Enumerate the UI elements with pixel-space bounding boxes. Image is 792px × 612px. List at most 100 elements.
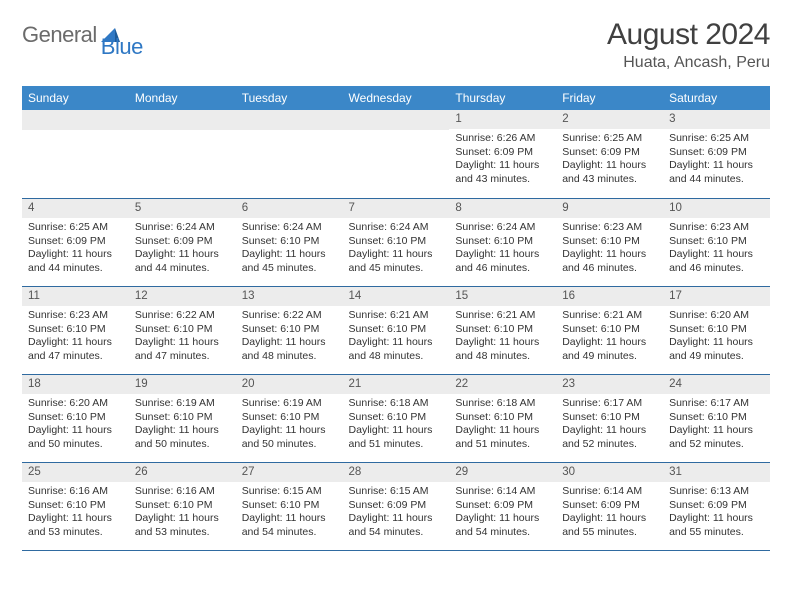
sunset-line: Sunset: 6:10 PM: [669, 411, 764, 425]
sunrise-line: Sunrise: 6:24 AM: [349, 221, 444, 235]
calendar-day-cell: 23Sunrise: 6:17 AMSunset: 6:10 PMDayligh…: [556, 375, 663, 463]
calendar-day-cell: 11Sunrise: 6:23 AMSunset: 6:10 PMDayligh…: [22, 287, 129, 375]
daylight-line: Daylight: 11 hours and 52 minutes.: [562, 424, 657, 451]
sunrise-line: Sunrise: 6:16 AM: [28, 485, 123, 499]
day-number: 14: [343, 287, 450, 306]
daylight-line: Daylight: 11 hours and 45 minutes.: [242, 248, 337, 275]
day-details: Sunrise: 6:17 AMSunset: 6:10 PMDaylight:…: [663, 394, 770, 458]
calendar-day-cell: 20Sunrise: 6:19 AMSunset: 6:10 PMDayligh…: [236, 375, 343, 463]
day-details: Sunrise: 6:16 AMSunset: 6:10 PMDaylight:…: [129, 482, 236, 546]
calendar-day-cell: 16Sunrise: 6:21 AMSunset: 6:10 PMDayligh…: [556, 287, 663, 375]
day-number: 17: [663, 287, 770, 306]
day-number: 27: [236, 463, 343, 482]
calendar-day-cell: 29Sunrise: 6:14 AMSunset: 6:09 PMDayligh…: [449, 463, 556, 551]
sunset-line: Sunset: 6:10 PM: [349, 411, 444, 425]
sunrise-line: Sunrise: 6:26 AM: [455, 132, 550, 146]
day-number: 28: [343, 463, 450, 482]
day-number: 24: [663, 375, 770, 394]
day-details: Sunrise: 6:21 AMSunset: 6:10 PMDaylight:…: [556, 306, 663, 370]
sunset-line: Sunset: 6:09 PM: [562, 146, 657, 160]
daylight-line: Daylight: 11 hours and 49 minutes.: [562, 336, 657, 363]
day-details: Sunrise: 6:24 AMSunset: 6:09 PMDaylight:…: [129, 218, 236, 282]
sunset-line: Sunset: 6:09 PM: [455, 499, 550, 513]
daylight-line: Daylight: 11 hours and 46 minutes.: [562, 248, 657, 275]
day-details: Sunrise: 6:21 AMSunset: 6:10 PMDaylight:…: [449, 306, 556, 370]
sunrise-line: Sunrise: 6:19 AM: [242, 397, 337, 411]
day-number: 21: [343, 375, 450, 394]
daylight-line: Daylight: 11 hours and 51 minutes.: [455, 424, 550, 451]
weekday-tuesday: Tuesday: [236, 86, 343, 110]
daylight-line: Daylight: 11 hours and 51 minutes.: [349, 424, 444, 451]
calendar-day-cell: 24Sunrise: 6:17 AMSunset: 6:10 PMDayligh…: [663, 375, 770, 463]
day-number: 15: [449, 287, 556, 306]
day-details: Sunrise: 6:25 AMSunset: 6:09 PMDaylight:…: [556, 129, 663, 193]
day-details: Sunrise: 6:15 AMSunset: 6:10 PMDaylight:…: [236, 482, 343, 546]
daylight-line: Daylight: 11 hours and 43 minutes.: [562, 159, 657, 186]
day-number: 13: [236, 287, 343, 306]
calendar-day-cell: 18Sunrise: 6:20 AMSunset: 6:10 PMDayligh…: [22, 375, 129, 463]
header: General Blue August 2024 Huata, Ancash, …: [22, 18, 770, 72]
sunrise-line: Sunrise: 6:25 AM: [669, 132, 764, 146]
sunrise-line: Sunrise: 6:23 AM: [669, 221, 764, 235]
calendar-day-cell: 15Sunrise: 6:21 AMSunset: 6:10 PMDayligh…: [449, 287, 556, 375]
sunset-line: Sunset: 6:10 PM: [28, 499, 123, 513]
sunset-line: Sunset: 6:10 PM: [669, 323, 764, 337]
day-number: 29: [449, 463, 556, 482]
sunset-line: Sunset: 6:10 PM: [349, 235, 444, 249]
day-details: Sunrise: 6:22 AMSunset: 6:10 PMDaylight:…: [236, 306, 343, 370]
day-number: 30: [556, 463, 663, 482]
sunrise-line: Sunrise: 6:20 AM: [669, 309, 764, 323]
day-number: 4: [22, 199, 129, 218]
daylight-line: Daylight: 11 hours and 50 minutes.: [28, 424, 123, 451]
daylight-line: Daylight: 11 hours and 54 minutes.: [455, 512, 550, 539]
sunrise-line: Sunrise: 6:23 AM: [28, 309, 123, 323]
day-details: Sunrise: 6:19 AMSunset: 6:10 PMDaylight:…: [236, 394, 343, 458]
calendar-day-cell: 13Sunrise: 6:22 AMSunset: 6:10 PMDayligh…: [236, 287, 343, 375]
calendar-day-cell: 17Sunrise: 6:20 AMSunset: 6:10 PMDayligh…: [663, 287, 770, 375]
weekday-saturday: Saturday: [663, 86, 770, 110]
sunrise-line: Sunrise: 6:18 AM: [349, 397, 444, 411]
calendar-body: 1Sunrise: 6:26 AMSunset: 6:09 PMDaylight…: [22, 110, 770, 551]
daylight-line: Daylight: 11 hours and 54 minutes.: [242, 512, 337, 539]
calendar-week-row: 1Sunrise: 6:26 AMSunset: 6:09 PMDaylight…: [22, 110, 770, 199]
sunset-line: Sunset: 6:10 PM: [562, 323, 657, 337]
sunset-line: Sunset: 6:09 PM: [349, 499, 444, 513]
day-body-empty: [236, 130, 343, 198]
calendar-day-cell: [129, 110, 236, 199]
calendar-day-cell: 19Sunrise: 6:19 AMSunset: 6:10 PMDayligh…: [129, 375, 236, 463]
day-details: Sunrise: 6:24 AMSunset: 6:10 PMDaylight:…: [449, 218, 556, 282]
sunrise-line: Sunrise: 6:25 AM: [28, 221, 123, 235]
day-details: Sunrise: 6:22 AMSunset: 6:10 PMDaylight:…: [129, 306, 236, 370]
day-details: Sunrise: 6:23 AMSunset: 6:10 PMDaylight:…: [22, 306, 129, 370]
day-details: Sunrise: 6:17 AMSunset: 6:10 PMDaylight:…: [556, 394, 663, 458]
day-body-empty: [22, 130, 129, 198]
day-number: 3: [663, 110, 770, 129]
sunrise-line: Sunrise: 6:14 AM: [455, 485, 550, 499]
day-number: 19: [129, 375, 236, 394]
calendar-day-cell: 3Sunrise: 6:25 AMSunset: 6:09 PMDaylight…: [663, 110, 770, 199]
calendar-day-cell: [22, 110, 129, 199]
sunrise-line: Sunrise: 6:17 AM: [669, 397, 764, 411]
sunset-line: Sunset: 6:10 PM: [135, 411, 230, 425]
day-details: Sunrise: 6:25 AMSunset: 6:09 PMDaylight:…: [663, 129, 770, 193]
weekday-thursday: Thursday: [449, 86, 556, 110]
weekday-monday: Monday: [129, 86, 236, 110]
day-details: Sunrise: 6:14 AMSunset: 6:09 PMDaylight:…: [449, 482, 556, 546]
day-details: Sunrise: 6:14 AMSunset: 6:09 PMDaylight:…: [556, 482, 663, 546]
daylight-line: Daylight: 11 hours and 50 minutes.: [242, 424, 337, 451]
calendar-day-cell: 1Sunrise: 6:26 AMSunset: 6:09 PMDaylight…: [449, 110, 556, 199]
calendar-table: Sunday Monday Tuesday Wednesday Thursday…: [22, 86, 770, 551]
day-details: Sunrise: 6:26 AMSunset: 6:09 PMDaylight:…: [449, 129, 556, 193]
calendar-day-cell: 8Sunrise: 6:24 AMSunset: 6:10 PMDaylight…: [449, 199, 556, 287]
daylight-line: Daylight: 11 hours and 55 minutes.: [669, 512, 764, 539]
daylight-line: Daylight: 11 hours and 46 minutes.: [455, 248, 550, 275]
day-body-empty: [129, 130, 236, 198]
sunrise-line: Sunrise: 6:14 AM: [562, 485, 657, 499]
sunrise-line: Sunrise: 6:16 AM: [135, 485, 230, 499]
day-number: 23: [556, 375, 663, 394]
calendar-day-cell: 26Sunrise: 6:16 AMSunset: 6:10 PMDayligh…: [129, 463, 236, 551]
calendar-day-cell: [343, 110, 450, 199]
calendar-day-cell: 5Sunrise: 6:24 AMSunset: 6:09 PMDaylight…: [129, 199, 236, 287]
calendar-week-row: 25Sunrise: 6:16 AMSunset: 6:10 PMDayligh…: [22, 463, 770, 551]
daylight-line: Daylight: 11 hours and 43 minutes.: [455, 159, 550, 186]
